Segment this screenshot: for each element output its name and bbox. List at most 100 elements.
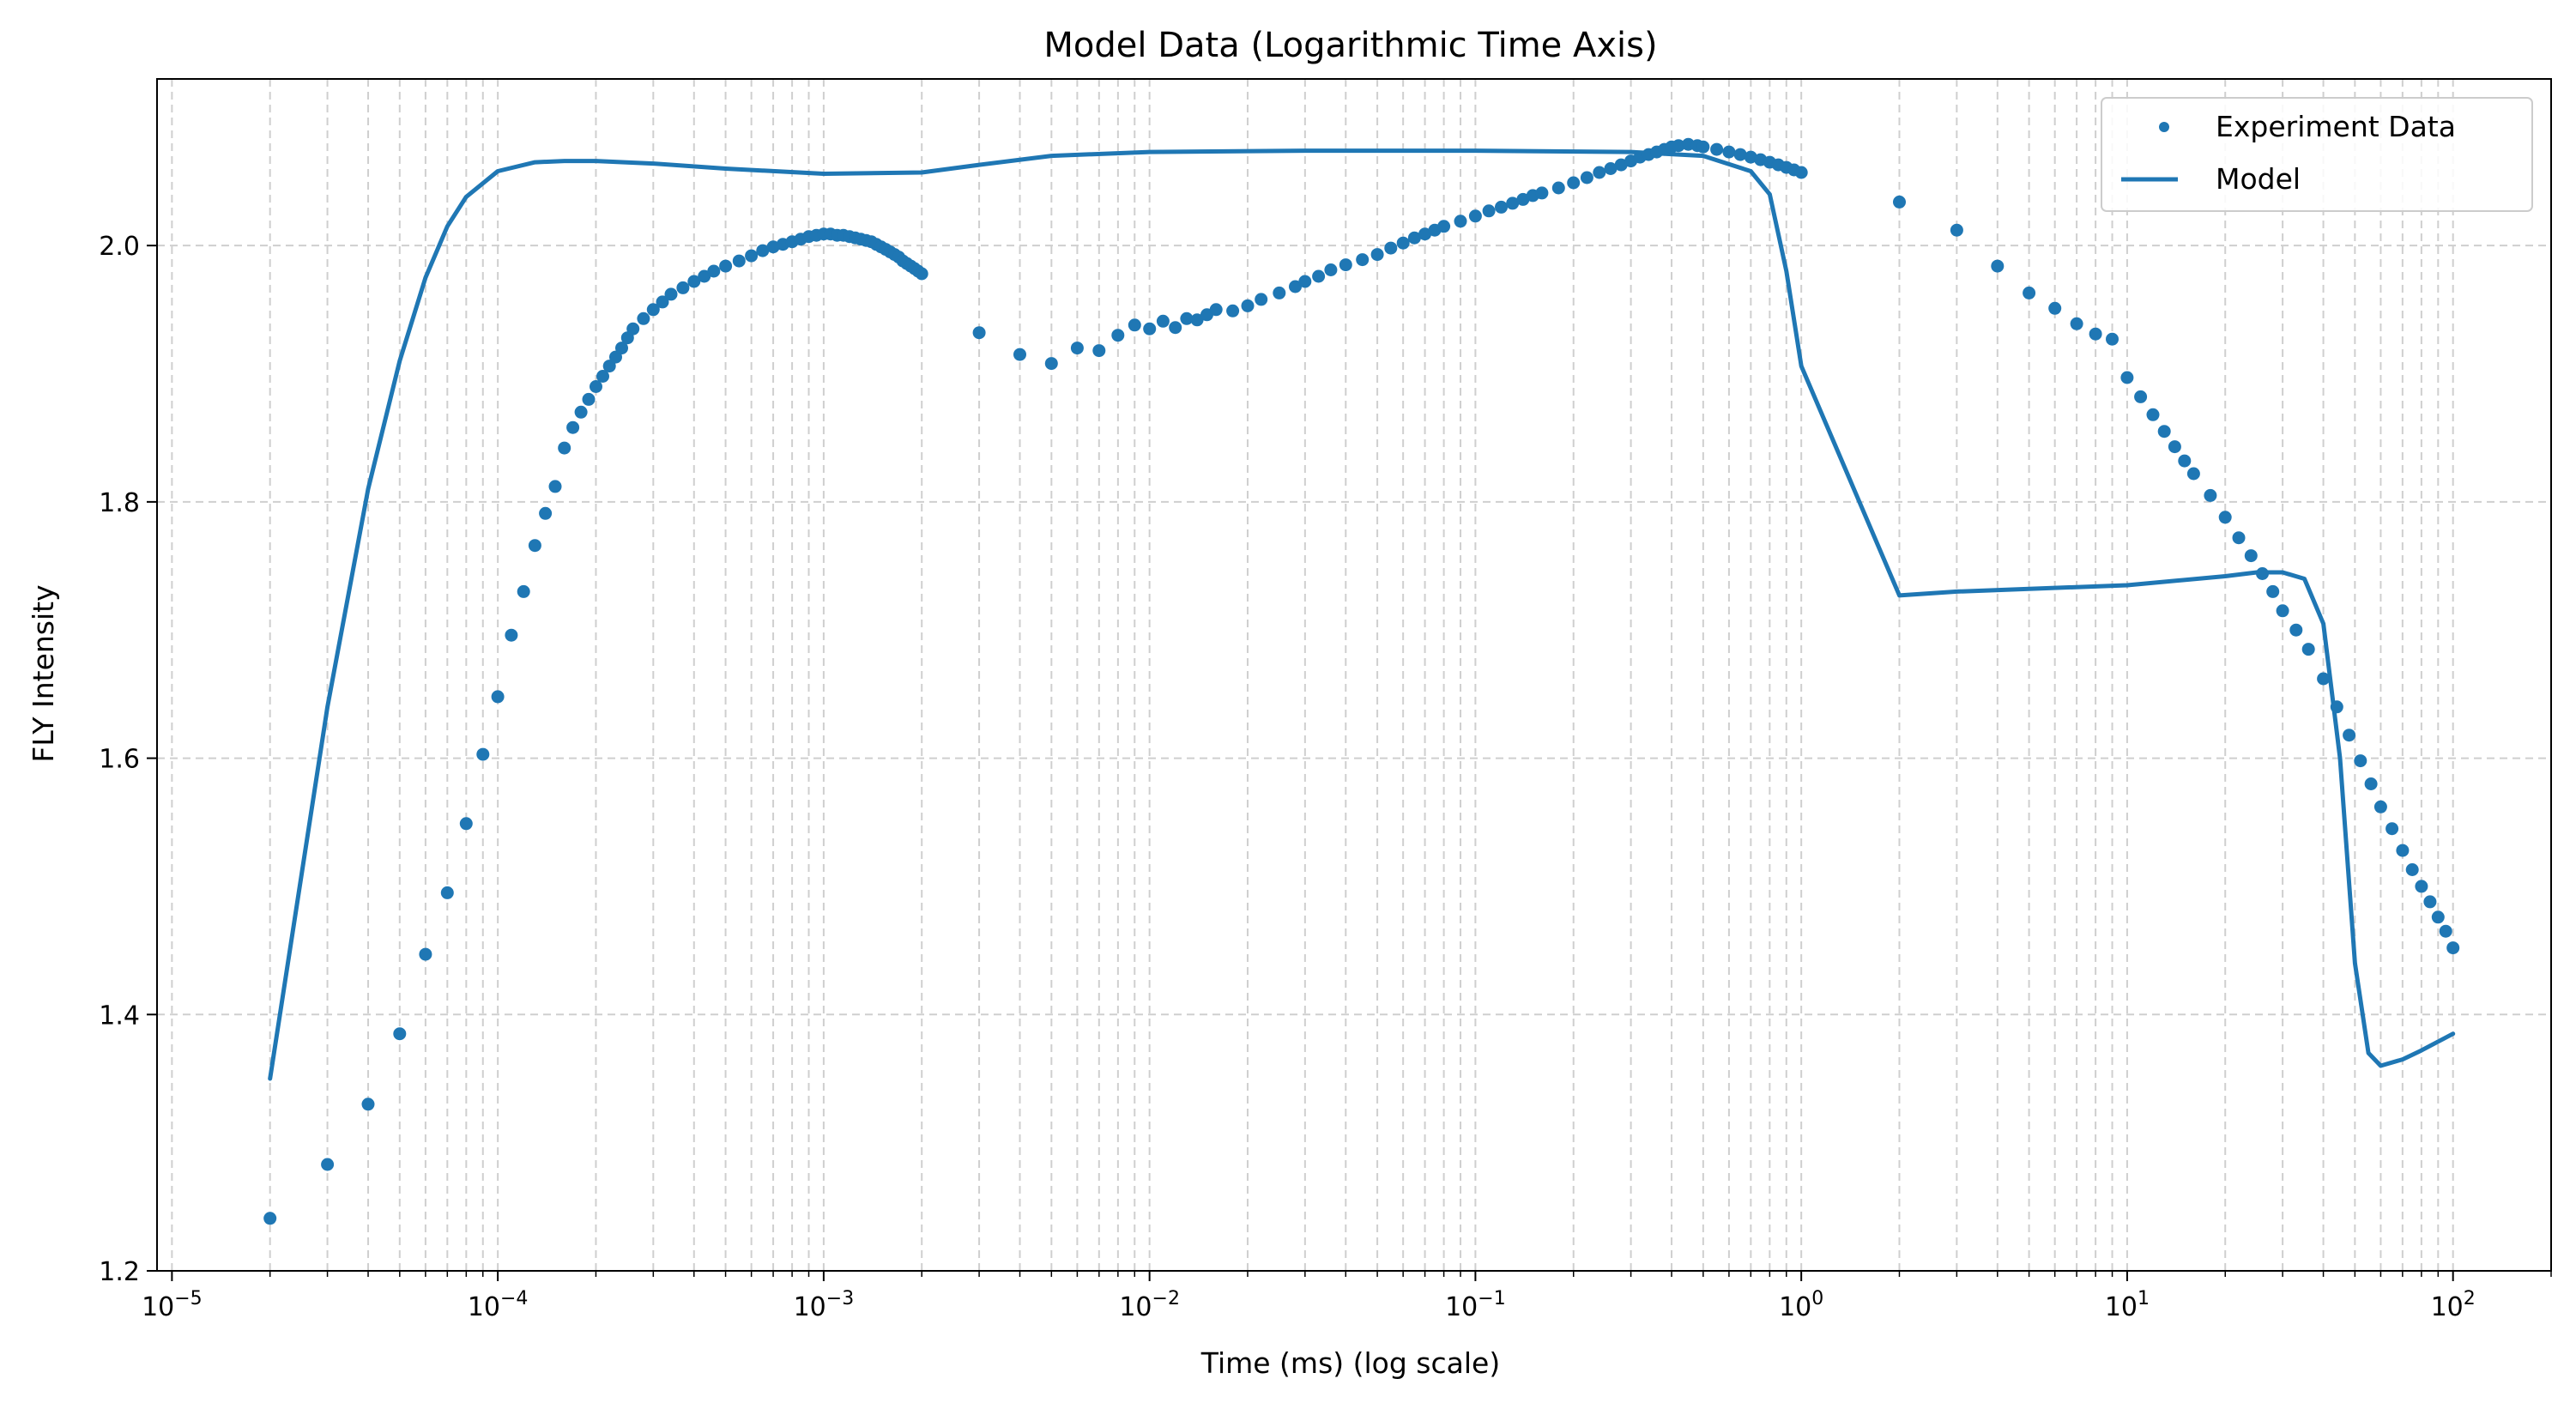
experiment-data-point [321, 1158, 335, 1171]
experiment-data-point [2106, 332, 2119, 346]
experiment-data-point [476, 747, 490, 761]
experiment-data-point [656, 295, 669, 309]
y-tick-label: 1.4 [99, 1001, 140, 1031]
x-tick-label: 100 [1779, 1288, 1823, 1322]
experiment-data-point [676, 281, 690, 294]
experiment-data-point [1418, 227, 1432, 241]
experiment-data-point [1516, 192, 1530, 206]
experiment-data-point [1044, 357, 1058, 371]
experiment-data-point [1111, 329, 1125, 342]
experiment-data-point [1226, 304, 1240, 317]
experiment-data-point [1710, 142, 1724, 156]
model-series [268, 148, 2456, 1081]
experiment-data-point [1482, 204, 1496, 218]
experiment-data-point [732, 254, 746, 268]
model-line [268, 148, 2456, 1081]
experiment-data-point [915, 267, 928, 281]
experiment-data-point [2373, 800, 2387, 813]
experiment-data-point [1169, 321, 1182, 335]
experiment-data-point [1696, 140, 1710, 154]
experiment-data-point [1991, 259, 2005, 273]
grid [157, 79, 2552, 1272]
experiment-data-point [2070, 317, 2083, 330]
experiment-data-point [637, 311, 650, 325]
experiment-data-point [263, 1212, 277, 1225]
experiment-data-point [2186, 467, 2200, 481]
experiment-data-point [582, 392, 596, 406]
experiment-data-point [1356, 253, 1370, 267]
experiment-data-point [756, 244, 770, 257]
x-tick-label: 101 [2105, 1288, 2150, 1322]
experiment-data-point [2244, 549, 2258, 563]
experiment-data-point [1893, 195, 1906, 209]
experiment-data-point [505, 628, 518, 642]
experiment-data-point [972, 326, 986, 340]
experiment-data-point [1744, 150, 1757, 164]
experiment-data-point [646, 303, 660, 317]
experiment-data-point [1190, 313, 1204, 327]
experiment-data-point [1672, 139, 1685, 153]
y-tick-label: 1.6 [99, 745, 140, 775]
experiment-data-point [707, 264, 721, 278]
experiment-data-point [1794, 166, 1808, 179]
experiment-data-point [1128, 318, 1141, 332]
experiment-data-point [2134, 390, 2148, 403]
experiment-data-point [2343, 729, 2356, 742]
experiment-data-point [574, 405, 588, 419]
experiment-data-point [596, 370, 609, 383]
experiment-data-point [766, 240, 780, 254]
experiment-data-point [2423, 895, 2437, 909]
experiment-data-point [2168, 440, 2181, 454]
experiment-data-point [539, 506, 553, 520]
experiment-data-point [1289, 280, 1302, 293]
experiment-data-point [590, 380, 602, 393]
experiment-data-point [1255, 293, 1268, 306]
experiment-data-point [1273, 286, 1286, 299]
y-tick-label: 1.2 [99, 1257, 140, 1287]
x-tick-label: 10−2 [1119, 1288, 1180, 1322]
experiment-data-point [2120, 371, 2134, 384]
experiment-data-point [491, 690, 505, 704]
experiment-data-point [2048, 301, 2062, 315]
experiment-data-point [1614, 158, 1628, 172]
experiment-data-point [1407, 231, 1421, 245]
experiment-data-point [2232, 531, 2246, 545]
experiment-data-point [361, 1098, 375, 1111]
experiment-data-point [566, 420, 580, 434]
experiment-data-point [1324, 263, 1338, 276]
y-tick-label: 1.8 [99, 488, 140, 518]
legend-box [2101, 97, 2533, 212]
experiment-data-point [2157, 425, 2171, 438]
experiment-data-point [2218, 511, 2232, 524]
x-axis-ticks: 10−5 10−4 10−3 10−2 10−1 100 101 102 [142, 1271, 2552, 1322]
experiment-data-point [1070, 342, 1084, 355]
experiment-data-point [1209, 303, 1223, 317]
experiment-data-point [1312, 269, 1326, 283]
experiment-data-point [419, 947, 432, 961]
experiment-data-point [698, 269, 711, 283]
experiment-data-point [1580, 171, 1593, 184]
experiment-data-point [1733, 148, 1747, 161]
x-tick-label: 10−5 [142, 1288, 203, 1322]
experiment-data-point [2089, 327, 2102, 341]
experiment-data-point [626, 322, 640, 336]
experiment-data-point [2364, 777, 2378, 790]
experiment-data-point [1156, 314, 1170, 328]
x-tick-label: 102 [2431, 1288, 2476, 1322]
experiment-data-point [2204, 488, 2217, 502]
experiment-data-point [1604, 162, 1618, 175]
experiment-data-point [745, 249, 759, 263]
experiment-data-point [2396, 844, 2410, 857]
x-tick-label: 10−1 [1445, 1288, 1506, 1322]
legend-label-experiment-data: Experiment Data [2216, 110, 2456, 143]
experiment-data-point [2178, 454, 2192, 468]
experiment-data-point [1013, 348, 1026, 361]
experiment-data-point [528, 539, 541, 553]
experiment-data-point [1241, 299, 1255, 312]
experiment-series [263, 137, 2460, 1225]
x-tick-label: 10−3 [794, 1288, 855, 1322]
chart-title: Model Data (Logarithmic Time Axis) [1043, 26, 1657, 65]
experiment-data-point [2289, 623, 2303, 637]
